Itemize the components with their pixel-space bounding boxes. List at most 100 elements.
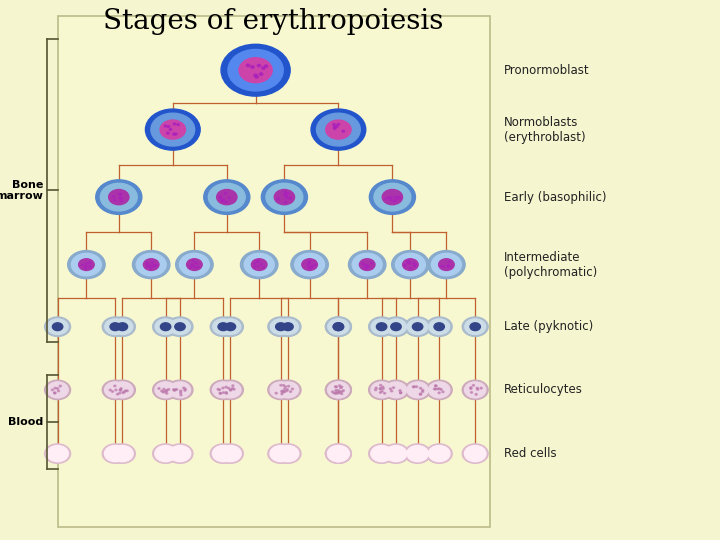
Circle shape: [167, 317, 193, 336]
Circle shape: [112, 382, 133, 398]
Circle shape: [146, 263, 148, 264]
Circle shape: [119, 393, 121, 394]
Circle shape: [390, 199, 392, 200]
Circle shape: [45, 444, 71, 463]
Circle shape: [230, 389, 232, 390]
Text: Intermediate
(polychromatic): Intermediate (polychromatic): [504, 251, 598, 279]
Circle shape: [311, 109, 366, 150]
Circle shape: [204, 180, 250, 214]
Circle shape: [150, 268, 152, 269]
Circle shape: [166, 389, 168, 391]
Circle shape: [192, 260, 194, 261]
Circle shape: [180, 390, 182, 391]
Circle shape: [210, 317, 236, 336]
Circle shape: [284, 388, 286, 390]
Circle shape: [221, 200, 223, 202]
Circle shape: [162, 391, 164, 393]
Circle shape: [314, 265, 316, 266]
Circle shape: [337, 393, 339, 394]
Circle shape: [480, 387, 482, 389]
Circle shape: [217, 444, 243, 463]
Circle shape: [277, 198, 279, 200]
Circle shape: [192, 265, 193, 266]
Circle shape: [438, 259, 454, 271]
Circle shape: [333, 126, 336, 128]
Circle shape: [220, 319, 240, 334]
Circle shape: [291, 251, 328, 279]
Circle shape: [382, 388, 384, 389]
Circle shape: [85, 267, 86, 268]
Circle shape: [431, 253, 462, 276]
Circle shape: [472, 384, 474, 386]
Circle shape: [420, 394, 422, 395]
Circle shape: [398, 198, 400, 199]
Circle shape: [333, 124, 336, 125]
Circle shape: [167, 444, 193, 463]
Circle shape: [286, 390, 288, 392]
Circle shape: [325, 380, 351, 400]
Circle shape: [96, 180, 142, 214]
Circle shape: [257, 260, 258, 261]
Circle shape: [220, 382, 241, 398]
Circle shape: [120, 198, 122, 199]
Circle shape: [208, 183, 246, 211]
Circle shape: [45, 380, 71, 400]
Circle shape: [86, 263, 88, 264]
Circle shape: [268, 444, 294, 463]
Circle shape: [264, 65, 268, 68]
Circle shape: [428, 251, 465, 279]
Circle shape: [190, 267, 192, 268]
Circle shape: [102, 317, 128, 336]
Circle shape: [120, 200, 122, 202]
Circle shape: [48, 319, 68, 334]
Circle shape: [165, 390, 167, 391]
Circle shape: [125, 390, 127, 392]
Circle shape: [225, 386, 227, 388]
Circle shape: [233, 388, 235, 390]
Circle shape: [385, 198, 387, 200]
Circle shape: [476, 387, 478, 389]
Circle shape: [126, 390, 128, 392]
Circle shape: [407, 446, 428, 462]
Circle shape: [333, 323, 343, 330]
Circle shape: [325, 380, 351, 400]
Circle shape: [164, 391, 166, 393]
Circle shape: [289, 391, 292, 393]
Circle shape: [119, 198, 121, 199]
Circle shape: [45, 317, 71, 336]
Circle shape: [114, 385, 116, 387]
Circle shape: [228, 197, 230, 199]
Circle shape: [340, 387, 342, 389]
Circle shape: [395, 253, 426, 276]
Circle shape: [369, 317, 395, 336]
Circle shape: [115, 389, 117, 391]
Circle shape: [53, 392, 55, 394]
Circle shape: [220, 198, 222, 199]
Circle shape: [174, 123, 176, 125]
Circle shape: [441, 266, 443, 267]
Circle shape: [335, 386, 337, 388]
Circle shape: [475, 394, 477, 395]
Circle shape: [287, 193, 289, 194]
Circle shape: [275, 380, 301, 400]
Circle shape: [366, 267, 368, 268]
Circle shape: [197, 263, 198, 264]
Circle shape: [382, 386, 384, 388]
Circle shape: [366, 266, 367, 267]
Circle shape: [220, 393, 222, 394]
Circle shape: [276, 323, 286, 330]
Circle shape: [123, 392, 125, 393]
Circle shape: [414, 266, 415, 267]
Circle shape: [155, 446, 176, 462]
Circle shape: [405, 265, 406, 266]
Circle shape: [274, 190, 294, 205]
Circle shape: [415, 386, 418, 388]
Circle shape: [161, 323, 171, 330]
Circle shape: [464, 446, 486, 462]
Circle shape: [84, 268, 86, 269]
Circle shape: [221, 44, 290, 96]
Circle shape: [331, 391, 333, 393]
Circle shape: [259, 73, 263, 75]
Circle shape: [153, 317, 179, 336]
Circle shape: [109, 389, 112, 391]
